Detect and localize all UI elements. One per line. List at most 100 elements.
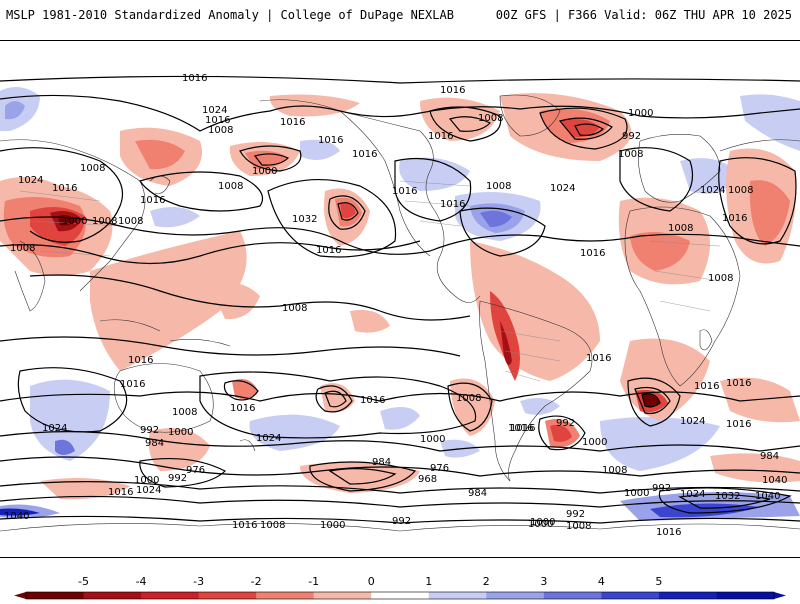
colorbar-segment (313, 592, 372, 599)
coastline-south-america (479, 300, 593, 482)
anomaly-positive-region (642, 394, 660, 407)
colorbar-tick-label: 3 (540, 575, 547, 588)
isobar-line (447, 382, 493, 432)
isobar-label: 1016 (318, 135, 343, 146)
isobar-label: 1000 (320, 520, 345, 531)
anomaly-negative-region (480, 210, 512, 227)
isobar-line (17, 367, 128, 433)
isobar-line (139, 171, 264, 212)
border-line (399, 180, 471, 227)
colorbar-tick-label: -4 (136, 575, 147, 588)
isobar-label: 992 (392, 516, 411, 527)
anomaly-negative-region (520, 397, 560, 415)
isobar-line (0, 94, 800, 132)
coastline-madagascar (699, 329, 713, 351)
isobar-line (641, 393, 661, 408)
isobar-line (328, 468, 397, 485)
isobar-line (558, 117, 613, 140)
isobar-label: 1008 (456, 393, 481, 404)
anomaly-colorbar: -5 -4 -3 -2 -1 0 1 2 3 4 5 (0, 572, 800, 600)
isobar-line (574, 123, 605, 136)
isobar-label: 1024 (18, 175, 43, 186)
isobar-label: 968 (418, 474, 437, 485)
isobar-label: 1008 (708, 273, 733, 284)
isobar-label: 984 (760, 451, 779, 462)
isobar-line (627, 377, 681, 427)
isobar-label: 1008 (218, 181, 243, 192)
isobar-label: 1008 (478, 113, 503, 124)
anomaly-negative-region (380, 407, 420, 430)
isobar-line (394, 157, 472, 222)
anomaly-positive-region (90, 231, 247, 371)
isobar-line (139, 457, 227, 488)
isobar-label: 1040 (762, 475, 787, 486)
isobar-line (538, 415, 586, 451)
anomaly-positive-region (232, 378, 258, 399)
isobar-label: 1000 (582, 437, 607, 448)
colorbar-min-arrow (14, 592, 26, 599)
isobar-label: 1016 (140, 195, 165, 206)
anomaly-positive-region (340, 202, 356, 219)
colorbar-tick-label: 1 (425, 575, 432, 588)
isobar-label: 1008 (172, 407, 197, 418)
border-line (499, 330, 561, 382)
border-line (649, 240, 721, 312)
header-title: MSLP 1981-2010 Standardized Anomaly | Co… (6, 8, 454, 22)
anomaly-positive-region (749, 180, 790, 246)
isobar-line (0, 216, 800, 255)
isobar-label: 992 (168, 473, 187, 484)
coastline-australia (113, 363, 214, 433)
isobar-label: 1024 (700, 185, 725, 196)
isobar-label: 1016 (280, 117, 305, 128)
anomaly-positive-region (500, 321, 512, 365)
isobar-label: 1016 (352, 149, 377, 160)
anomaly-negative-region (0, 508, 40, 516)
political-borders (19, 180, 721, 382)
coastline-north-america-west (339, 110, 431, 257)
colorbar-segment (198, 592, 257, 599)
anomaly-positive-region (350, 310, 390, 333)
isobar-label: 1016 (428, 131, 453, 142)
isobar-line (718, 157, 797, 245)
coastline-indonesia (99, 319, 231, 347)
isobar-line (0, 431, 800, 452)
colorbar-segment (256, 592, 315, 599)
isobar-line (223, 380, 259, 401)
isobar-label: 1008 (80, 163, 105, 174)
anomaly-shading (0, 87, 800, 521)
isobar-label: 1016 (726, 419, 751, 430)
isobar-label: 1000 (528, 519, 553, 530)
isobar-label: 1024 (680, 489, 705, 500)
isobar-label: 984 (468, 488, 487, 499)
anomaly-negative-region (300, 139, 340, 160)
isobar-label: 1016 (586, 353, 611, 364)
isobar-line (0, 515, 800, 524)
isobar-line (0, 481, 800, 494)
isobar-label: 1016 (108, 487, 133, 498)
isobar-line (337, 202, 359, 221)
isobar-label: 1016 (120, 379, 145, 390)
isobar-label: 1008 (118, 216, 143, 227)
isobar-label: 1008 (282, 303, 307, 314)
isobar-label: 992 (652, 483, 671, 494)
isobar-line (315, 385, 353, 413)
colorbar-segment (716, 592, 775, 599)
isobar-label: 992 (566, 509, 585, 520)
coastline-africa (624, 206, 741, 387)
isobar-line (309, 461, 417, 492)
anomaly-positive-region (135, 139, 185, 170)
isobar-label: 1040 (755, 491, 780, 502)
isobar-label: 1024 (202, 105, 227, 116)
colorbar-tick-label: -1 (308, 575, 319, 588)
isobar-label: 1000 (420, 434, 445, 445)
isobar-line (459, 207, 546, 257)
isobar-line (0, 75, 800, 84)
isobar-label: 984 (372, 457, 391, 468)
isobar-label: 1000 (628, 108, 653, 119)
isobar-label: 976 (430, 463, 449, 474)
isobar-line (0, 336, 461, 357)
isobar-label: 1032 (292, 214, 317, 225)
colorbar-max-arrow (774, 592, 786, 599)
colorbar-segment (486, 592, 545, 599)
isobar-label: 1000 (168, 427, 193, 438)
